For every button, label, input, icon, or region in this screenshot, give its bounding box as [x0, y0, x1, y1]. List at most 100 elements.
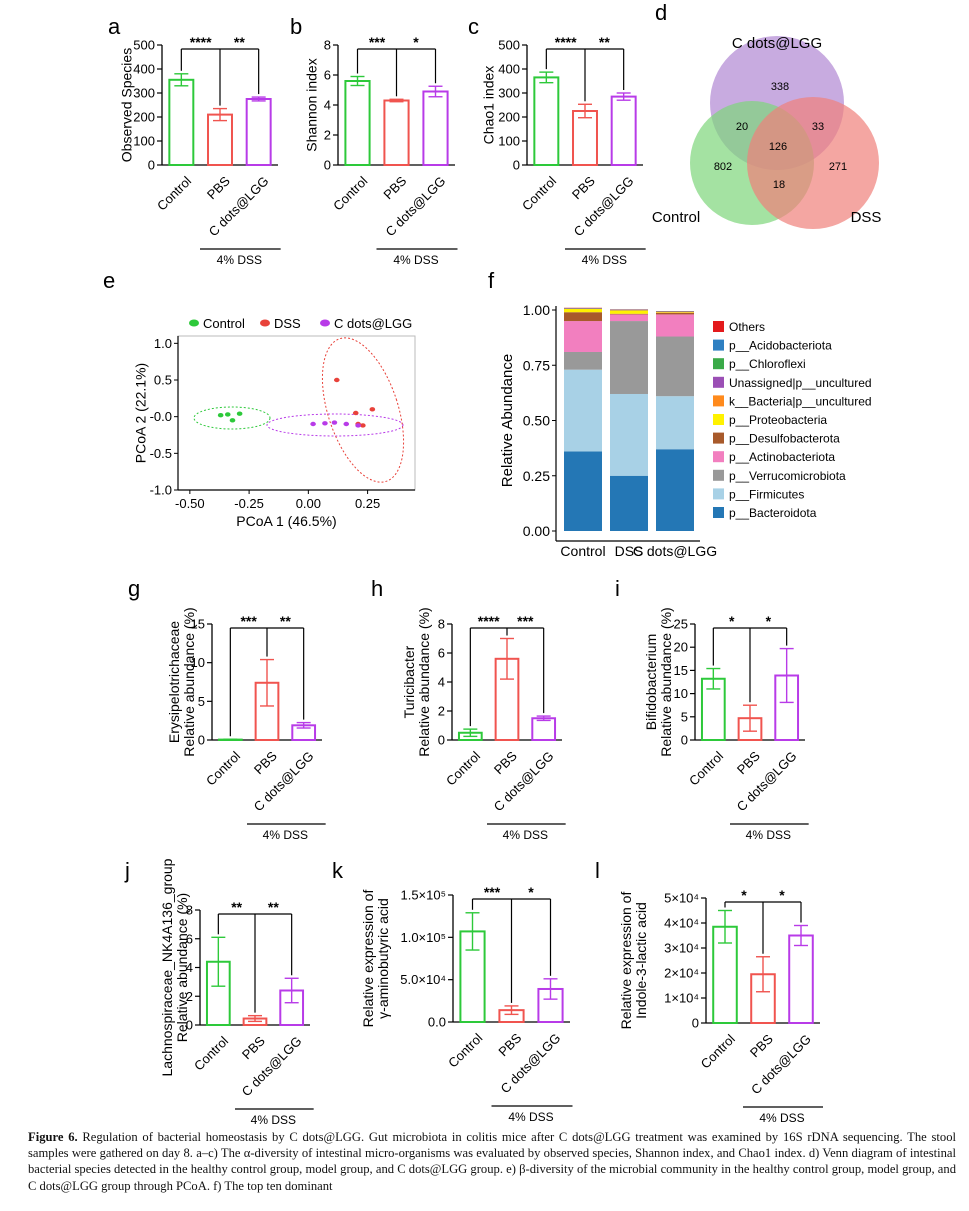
legend-label: Control	[203, 316, 245, 331]
y-tick-label: 2	[324, 128, 331, 143]
sig-stars: **	[231, 899, 242, 915]
stacked-bar-chart: f 0.00 0.25 0.50 0.75 1.00 Relative Abundance C…	[488, 268, 872, 559]
y-tick-label: 4×10⁴	[664, 916, 699, 931]
bar-control	[344, 80, 371, 166]
y-tick-label: -0.5	[150, 446, 172, 461]
point-cdots	[322, 421, 328, 426]
sig-stars: *	[741, 887, 747, 903]
y-tick-label: 1.00	[523, 302, 550, 318]
y-tick-label: 100	[498, 134, 520, 149]
x-tick-label: PBS	[495, 1030, 524, 1059]
treatment-label: 4% DSS	[251, 1113, 296, 1125]
bar-cdots	[788, 934, 814, 1024]
x-tick-label: Control	[191, 1033, 231, 1073]
y-tick-label: 5.0×10⁴	[400, 972, 446, 987]
y-tick-label: 2×10⁴	[664, 966, 699, 981]
sig-stars: ***	[240, 613, 257, 629]
y-tick-label: 300	[133, 86, 155, 101]
bar-cdots	[531, 717, 557, 741]
x-tick-label: Control	[203, 748, 243, 788]
legend-swatch	[713, 339, 724, 351]
stack-segment	[564, 321, 602, 352]
legend-swatch	[713, 358, 724, 370]
y-tick-label: 8	[186, 903, 193, 918]
sig-stars: **	[268, 899, 279, 915]
sig-stars: **	[234, 34, 245, 50]
y-tick-label: 200	[498, 110, 520, 125]
panel-letter-a: a	[108, 14, 121, 39]
stack-segment	[564, 312, 602, 322]
legend-swatch	[713, 469, 724, 481]
legend-swatch	[713, 414, 724, 425]
stack-segment	[610, 314, 648, 322]
x-tick-label: Control	[443, 748, 483, 788]
stack-segment	[656, 396, 694, 450]
x-tick-label: 0.25	[355, 496, 380, 511]
treatment-label: 4% DSS	[217, 253, 262, 267]
panel-j: j 0 2 4 6 8 Lachnospiraceae_NK4A136_group Relat…	[124, 858, 314, 1125]
point-dss	[352, 410, 359, 416]
y-tick-label: 1.0×10⁵	[400, 930, 446, 945]
legend-label: DSS	[274, 316, 301, 331]
y-tick-label: 10	[674, 686, 688, 701]
y-axis-label: Turicibacter	[401, 645, 417, 718]
y-tick-label: 0	[513, 158, 520, 173]
point-cdots	[355, 423, 361, 428]
x-tick-label: Control	[445, 1030, 485, 1070]
point-control	[217, 413, 224, 418]
legend-label: p__Actinobacteriota	[729, 450, 835, 464]
treatment-label: 4% DSS	[759, 1111, 804, 1125]
venn-count: 126	[769, 141, 787, 153]
y-tick-label: 0	[438, 733, 445, 748]
venn-count: 20	[736, 121, 748, 133]
y-tick-label: 10	[191, 655, 205, 670]
y-tick-label: 4	[324, 98, 331, 113]
y-tick-label: 1.0	[154, 336, 172, 351]
point-control	[229, 418, 236, 423]
point-dss	[360, 423, 366, 428]
plot-frame	[177, 335, 416, 491]
y-tick-label: 5	[198, 694, 205, 709]
y-tick-label: 200	[133, 110, 155, 125]
y-tick-label: 0	[148, 158, 155, 173]
stack-segment	[656, 336, 694, 397]
sig-stars: *	[779, 887, 785, 903]
y-tick-label: 0	[198, 733, 205, 748]
stack-segment	[656, 449, 694, 531]
y-axis-label: Shannon index	[304, 58, 320, 151]
y-tick-label: 5×10⁴	[664, 891, 699, 906]
legend-label: C dots@LGG	[334, 316, 412, 331]
x-tick-label: Control	[330, 173, 370, 213]
point-cdots	[343, 421, 350, 427]
y-tick-label: 400	[133, 62, 155, 77]
panel-letter-h: h	[371, 576, 383, 601]
y-tick-label: 15	[191, 617, 205, 632]
panel-letter-l: l	[595, 858, 600, 883]
legend-marker	[320, 319, 330, 327]
legend-swatch	[713, 395, 724, 407]
y-axis-label: Observed Species	[119, 48, 135, 162]
x-tick-label: PBS	[239, 1033, 268, 1062]
treatment-label: 4% DSS	[746, 828, 791, 842]
bar-cdots	[245, 98, 272, 166]
treatment-label: 4% DSS	[263, 828, 308, 842]
bar-pbs	[207, 113, 233, 166]
y-tick-label: 0.00	[523, 523, 550, 539]
y-axis-label: Erysipelotrichaceae	[166, 621, 182, 743]
panel-letter-j: j	[124, 858, 130, 883]
panel-l: l 0 1×10⁴ 2×10⁴ 3×10⁴ 4×10⁴ 5×10⁴ Relative expr…	[595, 858, 823, 1125]
x-tick-label: Control	[698, 1031, 738, 1071]
y-axis-label: Relative abundance (%)	[416, 607, 432, 756]
legend-label: p__Bacteroidota	[729, 506, 817, 520]
y-tick-label: 400	[498, 62, 520, 77]
pcoa-plot: e 1.0 0.5 -0.0 -0.5 -1.0-0.50 -0.25 0.00 0.25 PCo…	[103, 268, 416, 529]
venn-diagram: d C dots@LGG Control DSS 338 802 271 20 33 18 126	[652, 0, 881, 229]
panel-letter-d: d	[655, 0, 667, 25]
stack-segment	[610, 321, 648, 394]
y-tick-label: 8	[324, 38, 331, 53]
legend-marker	[189, 319, 199, 327]
y-tick-label: 0.50	[523, 413, 550, 429]
y-axis-label: Relative expression of	[618, 892, 634, 1030]
